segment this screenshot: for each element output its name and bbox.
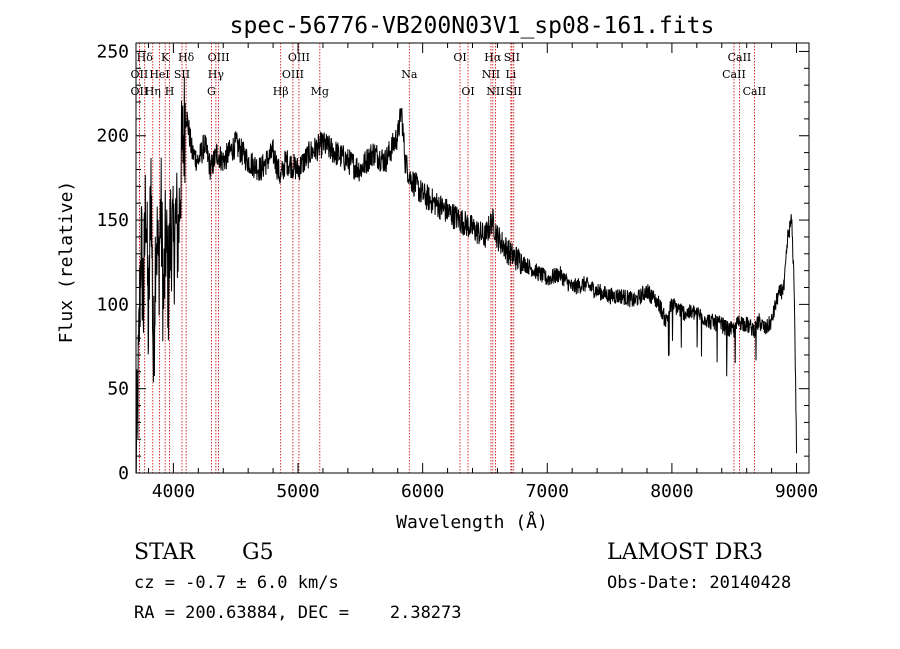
- x-tick-label: 7000: [526, 481, 569, 502]
- y-tick-label: 100: [96, 294, 129, 315]
- object-class: STAR: [134, 540, 195, 565]
- y-tick-label: 250: [96, 41, 129, 62]
- survey-name: LAMOST DR3: [607, 540, 763, 565]
- spectral-line-label: OIII: [282, 68, 304, 81]
- spectral-line-label: HeI: [149, 68, 169, 81]
- spectral-line-label: CaII: [722, 68, 746, 81]
- spectral-line-label: Hγ: [208, 68, 225, 81]
- spectral-line-label: H: [165, 85, 175, 98]
- spectral-line-label: CaII: [743, 85, 767, 98]
- x-tick-label: 4000: [152, 481, 195, 502]
- spectral-line-label: OI: [461, 85, 474, 98]
- y-tick-label: 0: [118, 463, 129, 484]
- flux-line: [135, 76, 797, 474]
- spectral-line-label: SII: [506, 85, 522, 98]
- spectral-line-label: OII: [131, 85, 149, 98]
- spectral-line-label: Hη: [145, 85, 161, 98]
- redshift-readout: cz = -0.7 ± 6.0 km/s: [134, 573, 339, 593]
- spectral-line-label: G: [207, 85, 216, 98]
- y-tick-label: 200: [96, 126, 129, 147]
- spectral-line-label: OI: [453, 51, 466, 64]
- spectral-line-label: Li: [505, 68, 516, 81]
- spectral-line-label: NII: [482, 68, 500, 81]
- x-tick-label: 9000: [775, 481, 818, 502]
- plot-axes: 4000 5000 6000 7000 8000 9000 0 50 100 150 200 250: [96, 41, 818, 502]
- x-tick-label: 6000: [401, 481, 444, 502]
- x-axis-label: Wavelength (Å): [396, 511, 548, 533]
- spectral-line-label: Hδ: [178, 51, 195, 64]
- spectral-line-label: SII: [504, 51, 520, 64]
- y-axis-label: Flux (relative): [56, 181, 77, 344]
- x-tick-label: 8000: [650, 481, 693, 502]
- spectral-line-label: NII: [486, 85, 504, 98]
- y-tick-label: 150: [96, 210, 129, 231]
- obs-date: Obs-Date: 20140428: [607, 573, 792, 593]
- coordinates: RA = 200.63884, DEC = 2.38273: [134, 603, 462, 623]
- plot-frame: [135, 42, 810, 474]
- spectral-line-label: OIII: [208, 51, 230, 64]
- chart-title: spec-56776-VB200N03V1_sp08-161.fits: [230, 13, 715, 39]
- spectral-line-label: SII: [174, 68, 190, 81]
- flux-series: [135, 76, 797, 474]
- y-tick-label: 50: [107, 379, 129, 400]
- spectral-line-label: Hα: [484, 51, 502, 64]
- spectral-line-label: Mg: [311, 85, 329, 98]
- x-tick-label: 5000: [276, 481, 319, 502]
- spectral-line-label: Hβ: [273, 85, 289, 98]
- spectral-line-label: Hδ: [137, 51, 154, 64]
- spectral-line-label: CaII: [728, 51, 752, 64]
- spectral-subclass: G5: [242, 540, 274, 565]
- spectral-line-label: K: [161, 51, 170, 64]
- spectral-line-label: OIII: [288, 51, 310, 64]
- spectral-line-label: Na: [401, 68, 418, 81]
